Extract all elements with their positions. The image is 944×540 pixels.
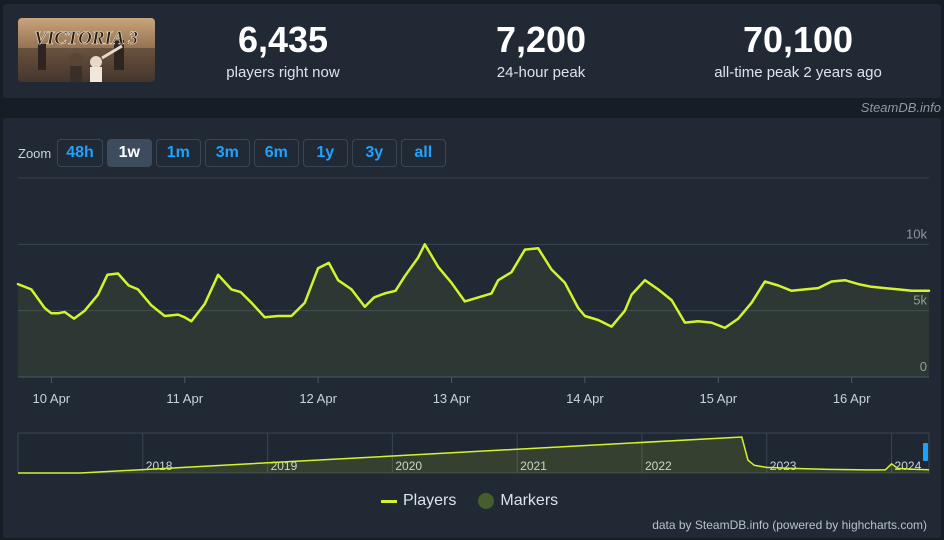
zoom-6m-button[interactable]: 6m: [253, 139, 299, 167]
x-tick-label: 10 Apr: [33, 391, 71, 406]
zoom-48h-button[interactable]: 48h: [57, 139, 103, 167]
alltime-peak-value: 70,100: [742, 19, 854, 60]
zoom-all-button[interactable]: all: [400, 139, 446, 167]
peak-24h-value: 7,200: [495, 19, 587, 60]
stats-panel: VICTORIA 3 6,435 players right now 7,200…: [3, 4, 941, 98]
player-count-chart[interactable]: 0 5k 10k 10 Apr 11 Apr 12 Apr 13 Apr 14 Apr 15 A…: [3, 118, 941, 538]
markers-dot-swatch: [478, 493, 495, 509]
navigator-year-label: 2023: [770, 459, 797, 473]
chart-legend: Players Markers: [381, 492, 580, 510]
players-area: [18, 244, 929, 377]
game-logo[interactable]: VICTORIA 3: [18, 18, 155, 82]
zoom-label: Zoom: [18, 145, 52, 161]
navigator-year-label: 2020: [395, 459, 422, 473]
legend-markers[interactable]: Markers: [478, 492, 558, 510]
navigator-line: [18, 436, 930, 474]
navigator-handle-icon: [923, 443, 928, 461]
alltime-peak-label: all-time peak 2 years ago: [714, 64, 882, 81]
stat-24h-peak: 7,200 24-hour peak: [431, 20, 651, 82]
chart-panel: Zoom 48h 1w 1m 3m 6m 1y 3y all 0 5k 10k 10 …: [3, 118, 941, 538]
y-tick-label: 5k: [913, 293, 927, 308]
x-tick-label: 11 Apr: [166, 391, 203, 406]
players-line: [16, 243, 931, 330]
game-art-image: VICTORIA 3: [18, 18, 155, 82]
peak-24h-label: 24-hour peak: [496, 64, 586, 81]
y-tick-label: 0: [920, 359, 927, 374]
zoom-1w-button[interactable]: 1w: [106, 139, 152, 167]
current-players-value: 6,435: [237, 19, 329, 60]
zoom-1y-button[interactable]: 1y: [302, 139, 348, 167]
navigator-frame: [17, 432, 930, 474]
x-tick-label: 13 Apr: [433, 391, 471, 406]
legend-players[interactable]: Players: [381, 492, 456, 510]
navigator-year-label: 2022: [645, 459, 672, 473]
zoom-controls: Zoom 48h 1w 1m 3m 6m 1y 3y all: [18, 138, 450, 168]
zoom-1m-button[interactable]: 1m: [155, 139, 201, 167]
stat-alltime-peak: 70,100 all-time peak 2 years ago: [688, 20, 908, 82]
players-line-swatch: [381, 499, 397, 503]
navigator-year-label: 2021: [520, 459, 547, 473]
chart-credits[interactable]: data by SteamDB.info (powered by highcha…: [652, 518, 927, 532]
x-tick-label: 16 Apr: [833, 391, 871, 406]
zoom-3y-button[interactable]: 3y: [351, 139, 397, 167]
current-players-label: players right now: [226, 64, 340, 81]
x-tick-label: 14 Apr: [566, 391, 604, 406]
x-tick-label: 15 Apr: [699, 391, 737, 406]
legend-players-label: Players: [403, 492, 457, 509]
x-tick-label: 12 Apr: [299, 391, 337, 406]
y-tick-label: 10k: [906, 226, 927, 241]
zoom-3m-button[interactable]: 3m: [204, 139, 250, 167]
stat-current-players: 6,435 players right now: [173, 20, 393, 82]
steamdb-brand[interactable]: SteamDB.info: [860, 100, 941, 115]
legend-markers-label: Markers: [500, 492, 559, 509]
game-title-text: VICTORIA 3: [34, 28, 138, 49]
